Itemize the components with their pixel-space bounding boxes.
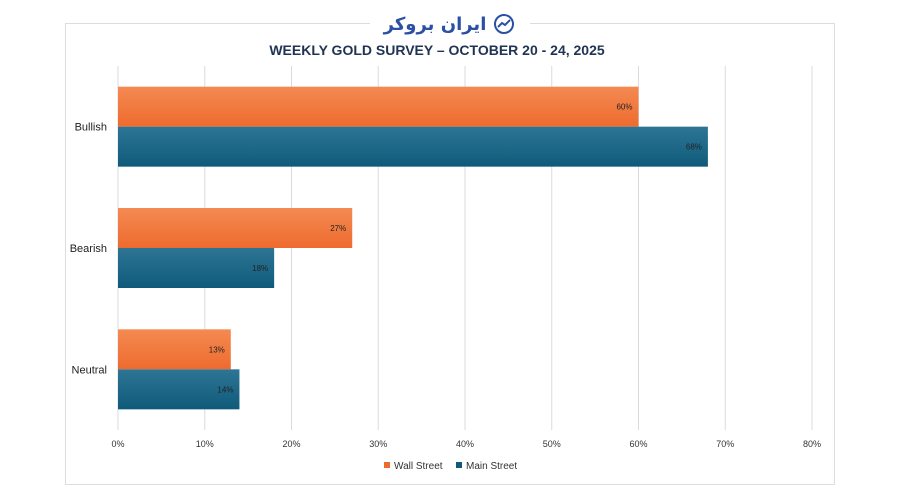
- data-label-main-street-neutral: 14%: [217, 385, 233, 394]
- legend-label-wall-street: Wall Street: [394, 461, 443, 471]
- x-tick-label-60pct: 60%: [629, 439, 647, 449]
- bar-wall-street-neutral: [118, 329, 231, 370]
- x-tick-label-20pct: 20%: [282, 439, 300, 449]
- logo-text: ایران بروکر: [383, 13, 487, 35]
- legend-swatch-wall-street: [384, 462, 390, 468]
- x-tick-label-30pct: 30%: [369, 439, 387, 449]
- legend-swatch-main-street: [456, 462, 462, 468]
- category-label-neutral: Neutral: [72, 364, 107, 376]
- bar-wall-street-bearish: [118, 208, 353, 248]
- legend-label-main-street: Main Street: [466, 461, 517, 471]
- x-tick-label-40pct: 40%: [456, 439, 474, 449]
- data-label-main-street-bearish: 18%: [252, 264, 268, 273]
- x-tick-label-70pct: 70%: [716, 439, 734, 449]
- bar-main-street-bullish: [118, 126, 708, 167]
- x-tick-label-10pct: 10%: [196, 439, 214, 449]
- x-tick-label-0pct: 0%: [111, 439, 124, 449]
- x-tick-label-80pct: 80%: [803, 439, 821, 449]
- category-label-bullish: Bullish: [75, 122, 107, 134]
- bar-main-street-bearish: [118, 248, 275, 288]
- chart-title: WEEKLY GOLD SURVEY – OCTOBER 20 - 24, 20…: [269, 42, 605, 58]
- x-tick-label-50pct: 50%: [543, 439, 561, 449]
- data-label-wall-street-neutral: 13%: [209, 345, 225, 354]
- logo: ایران بروکر: [370, 12, 530, 36]
- data-label-main-street-bullish: 68%: [686, 143, 702, 152]
- data-label-wall-street-bullish: 60%: [616, 103, 632, 112]
- bar-wall-street-bullish: [118, 86, 639, 127]
- bar-main-street-neutral: [118, 369, 240, 410]
- chart-trend-icon: [494, 14, 515, 34]
- data-label-wall-street-bearish: 27%: [330, 224, 346, 233]
- chart: WEEKLY GOLD SURVEY – OCTOBER 20 - 24, 20…: [70, 42, 821, 471]
- category-label-bearish: Bearish: [70, 243, 107, 255]
